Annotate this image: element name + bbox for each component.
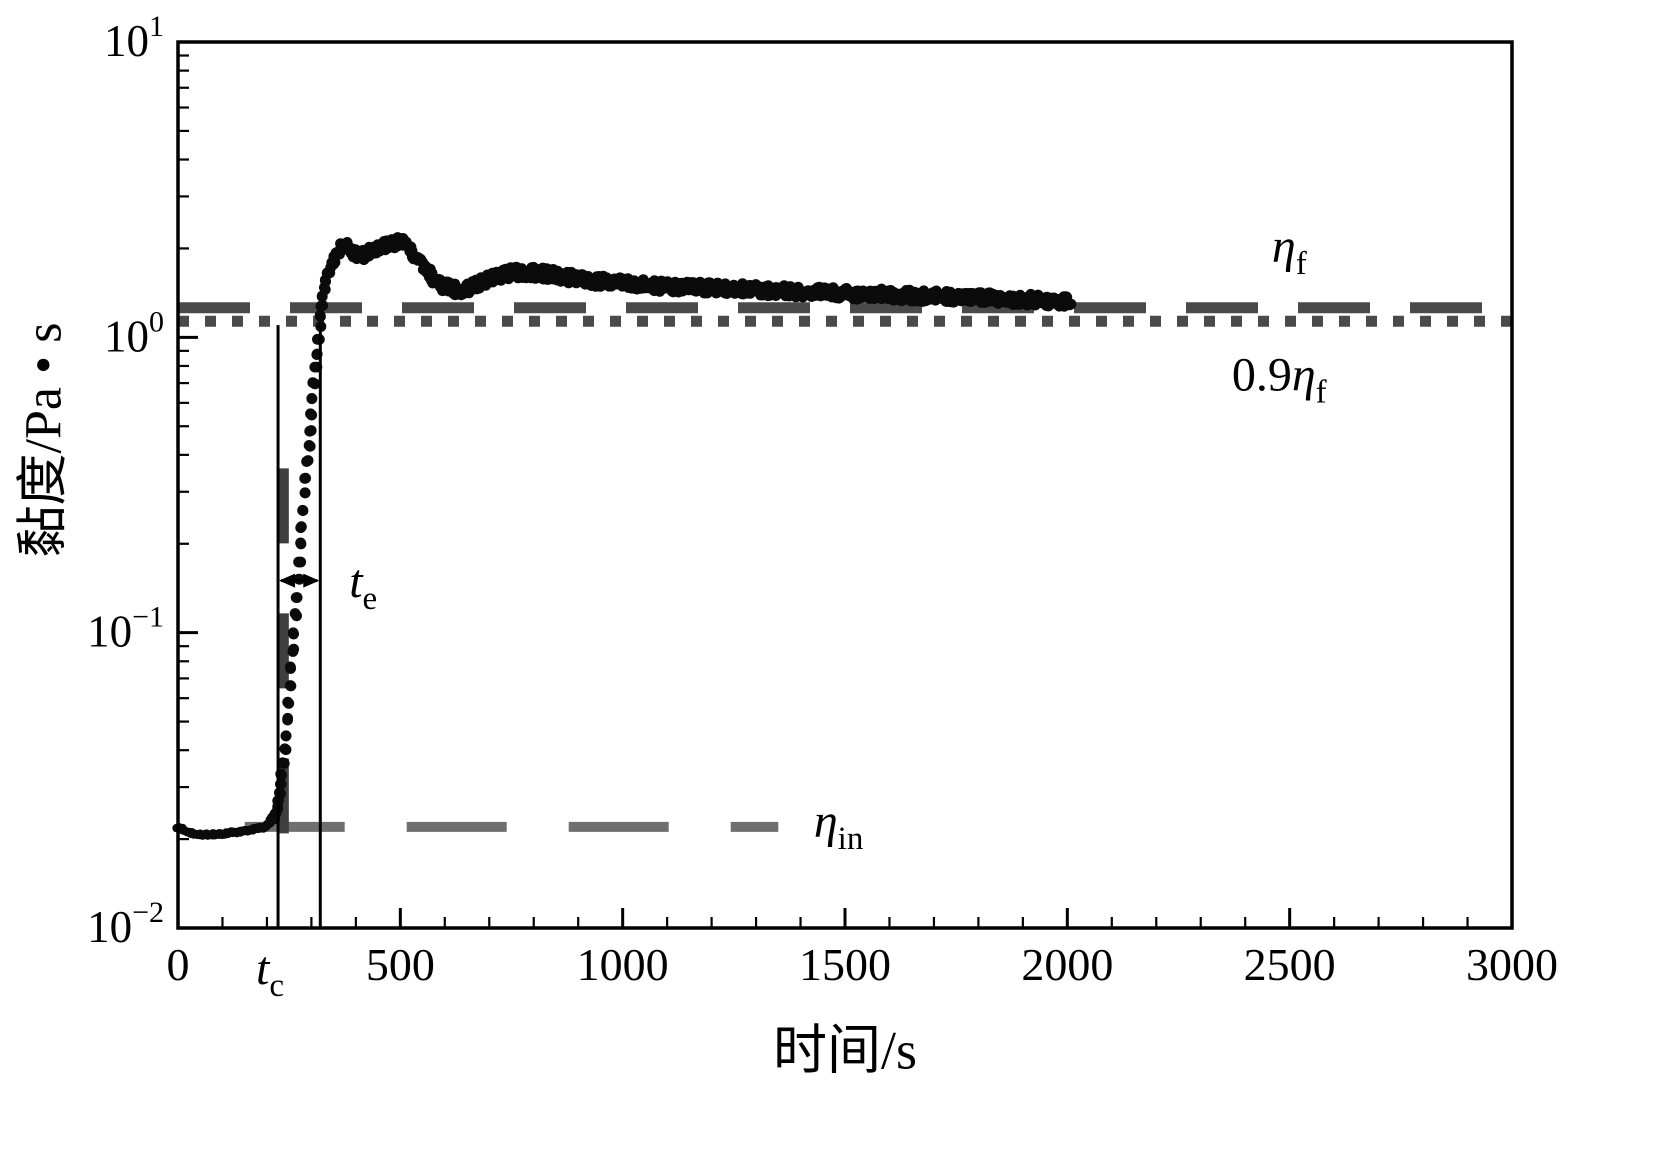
svg-text:500: 500: [366, 939, 435, 990]
x-axis-label: 时间/s: [772, 1020, 918, 1081]
svg-text:2000: 2000: [1021, 939, 1113, 990]
annotation-t_c: tc: [256, 942, 284, 1004]
annotation-eta_in: ηin: [814, 795, 863, 857]
svg-text:0: 0: [167, 939, 190, 990]
svg-text:10−2: 10−2: [87, 896, 164, 952]
svg-text:101: 101: [104, 10, 164, 66]
y-axis-label: 黏度/Pa • s: [15, 322, 73, 558]
annotation-eta_09f: 0.9ηf: [1232, 349, 1327, 411]
svg-text:1000: 1000: [577, 939, 669, 990]
svg-text:1500: 1500: [799, 939, 891, 990]
annotation-t_e: te: [349, 555, 377, 617]
svg-text:10−1: 10−1: [87, 601, 164, 657]
svg-text:3000: 3000: [1466, 939, 1558, 990]
svg-text:2500: 2500: [1244, 939, 1336, 990]
svg-text:100: 100: [104, 305, 164, 361]
annotation-eta_f: ηf: [1272, 220, 1307, 282]
